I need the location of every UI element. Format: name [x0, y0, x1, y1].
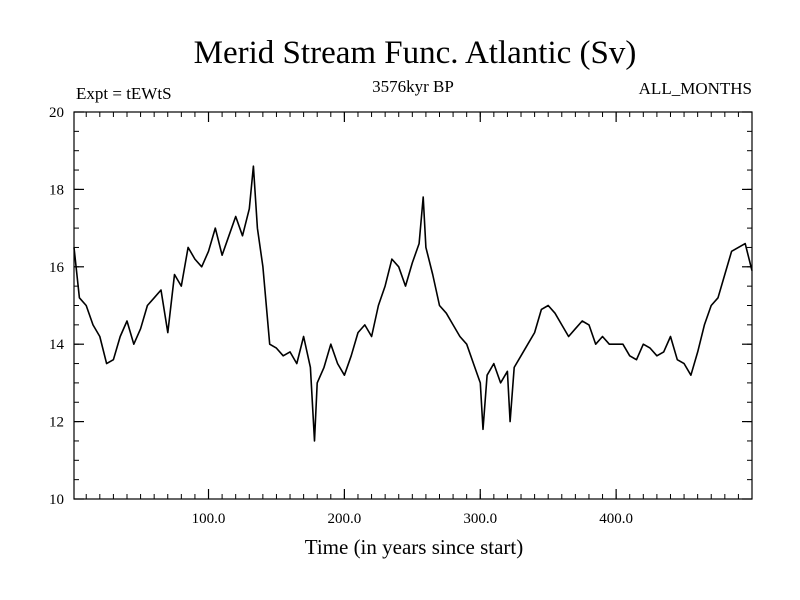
x-tick-label: 400.0: [599, 511, 633, 527]
period-label: 3576kyr BP: [372, 77, 454, 96]
x-tick-label: 100.0: [192, 511, 226, 527]
series-line: [73, 165, 753, 442]
y-tick-label: 18: [49, 182, 64, 198]
y-tick-label: 10: [49, 492, 64, 508]
y-tick-label: 12: [49, 415, 64, 431]
series-layer: [73, 165, 753, 442]
axes: 100.0 200.0 300.0 400.0 10 12 14 16 18 20: [49, 105, 752, 527]
x-tick-label: 200.0: [328, 511, 362, 527]
y-tick-label: 20: [49, 105, 64, 121]
chart-title: Merid Stream Func. Atlantic (Sv): [194, 35, 637, 71]
x-tick-label: 300.0: [463, 511, 497, 527]
months-label: ALL_MONTHS: [639, 79, 752, 98]
y-tick-label: 14: [49, 337, 65, 353]
x-axis-label: Time (in years since start): [305, 535, 524, 559]
experiment-label: Expt = tEWtS: [76, 84, 172, 103]
y-tick-label: 16: [49, 260, 65, 276]
plot-frame: [73, 111, 753, 500]
